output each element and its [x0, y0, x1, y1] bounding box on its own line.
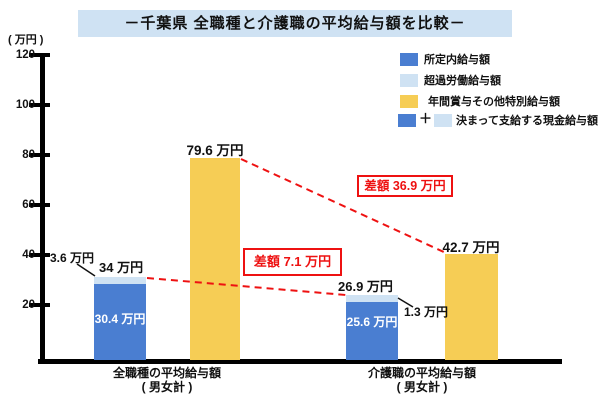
- legend-swatch-base-salary: [400, 53, 418, 66]
- difference-box-bonus: 差額 36.9 万円: [357, 175, 453, 197]
- value-label-all-jobs-total: 34 万円: [99, 260, 144, 275]
- difference-box-cash: 差額 7.1 万円: [243, 248, 342, 276]
- category-label-line2: ( 男女計 ): [141, 380, 193, 394]
- y-tick-80: [29, 153, 50, 157]
- y-axis-line: [40, 53, 45, 363]
- y-tick-label: 60: [22, 199, 35, 211]
- y-tick-60: [29, 203, 50, 207]
- category-label-line1: 介護職の平均給与額: [367, 366, 476, 380]
- legend-label-base-salary: 所定内給与額: [424, 54, 490, 66]
- value-label-all-jobs-overtime: 3.6 万円: [50, 251, 95, 265]
- x-axis-line: [38, 359, 562, 364]
- y-tick-label: 100: [15, 99, 35, 111]
- bar-all-jobs-overtime: [94, 277, 146, 284]
- value-label-care-jobs-bonus: 42.7 万円: [442, 240, 500, 255]
- bar-all-jobs-base-salary: [94, 284, 146, 360]
- y-tick-label: 80: [22, 149, 35, 161]
- legend-label-overtime: 超過労働給与額: [424, 75, 501, 87]
- diff-dashed-line-bonus: [240, 158, 447, 254]
- value-label-care-jobs-overtime: 1.3 万円: [404, 305, 449, 319]
- y-tick-40: [29, 253, 50, 257]
- legend-swatch-combined-lightblue: [434, 114, 452, 127]
- legend-label-bonus: 年間賞与その他特別給与額: [428, 96, 560, 108]
- category-label-all-jobs: 全職種の平均給与額 ( 男女計 ): [67, 366, 267, 394]
- value-label-all-jobs-base: 30.4 万円: [94, 312, 146, 326]
- y-tick-label: 20: [22, 299, 35, 311]
- bar-all-jobs-bonus: [190, 158, 240, 360]
- legend-plus-sign: ＋: [419, 111, 433, 126]
- chart-title: －千葉県 全職種と介護職の平均給与額を比較－: [78, 10, 512, 37]
- legend-swatch-overtime: [400, 74, 418, 87]
- diff-dashed-line-cash: [146, 277, 347, 296]
- value-label-care-jobs-base: 25.6 万円: [346, 315, 398, 329]
- legend-swatch-bonus: [400, 95, 418, 108]
- category-label-line1: 全職種の平均給与額: [112, 366, 221, 380]
- legend-swatch-combined-blue: [398, 114, 416, 127]
- bar-care-jobs-overtime: [346, 295, 398, 302]
- value-label-all-jobs-bonus: 79.6 万円: [186, 143, 244, 158]
- category-label-care-jobs: 介護職の平均給与額 ( 男女計 ): [322, 366, 522, 394]
- bar-care-jobs-bonus: [445, 254, 498, 360]
- bar-care-jobs-base-salary: [346, 302, 398, 360]
- category-label-line2: ( 男女計 ): [396, 380, 448, 394]
- y-tick-label: 120: [15, 49, 35, 61]
- y-tick-label: 40: [22, 249, 35, 261]
- value-label-care-jobs-total: 26.9 万円: [338, 279, 393, 294]
- y-tick-100: [29, 103, 50, 107]
- y-tick-120: [29, 53, 50, 57]
- y-axis-unit-label: ( 万円 ): [8, 34, 44, 46]
- y-tick-20: [29, 303, 50, 307]
- legend-label-combined-cash: 決まって支給する現金給与額: [456, 115, 599, 127]
